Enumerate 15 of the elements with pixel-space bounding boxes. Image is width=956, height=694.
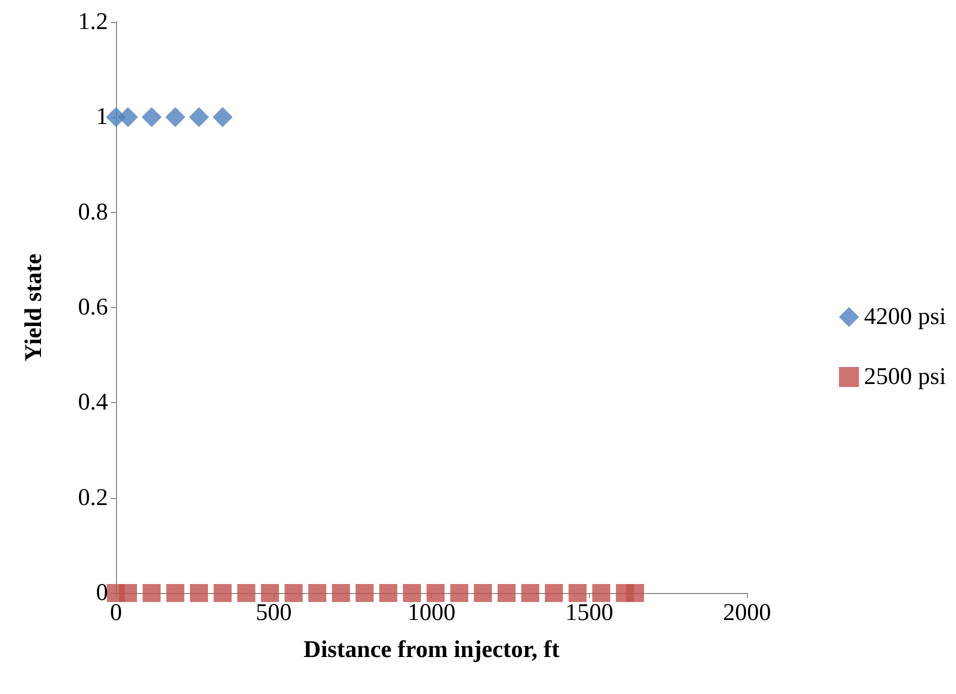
x-tick-label: 1500 xyxy=(565,600,614,626)
legend-label: 4200 psi xyxy=(864,304,946,330)
x-tick-label: 500 xyxy=(256,600,292,626)
y-tick-label: 1.2 xyxy=(78,9,108,35)
y-tick-label: 0.4 xyxy=(78,390,108,416)
y-tick-label: 0.2 xyxy=(78,484,108,511)
x-axis-title: Distance from injector, ft xyxy=(304,637,560,663)
x-tick-label: 2000 xyxy=(723,600,771,626)
y-tick-label: 0.8 xyxy=(78,199,108,226)
legend-label: 2500 psi xyxy=(864,364,946,390)
x-tick-label: 1000 xyxy=(408,600,456,626)
y-tick-label: 0 xyxy=(96,580,108,606)
y-tick-label: 0.6 xyxy=(78,294,108,320)
y-tick-label: 1 xyxy=(96,104,108,130)
y-axis-title: Yield state xyxy=(21,253,47,362)
